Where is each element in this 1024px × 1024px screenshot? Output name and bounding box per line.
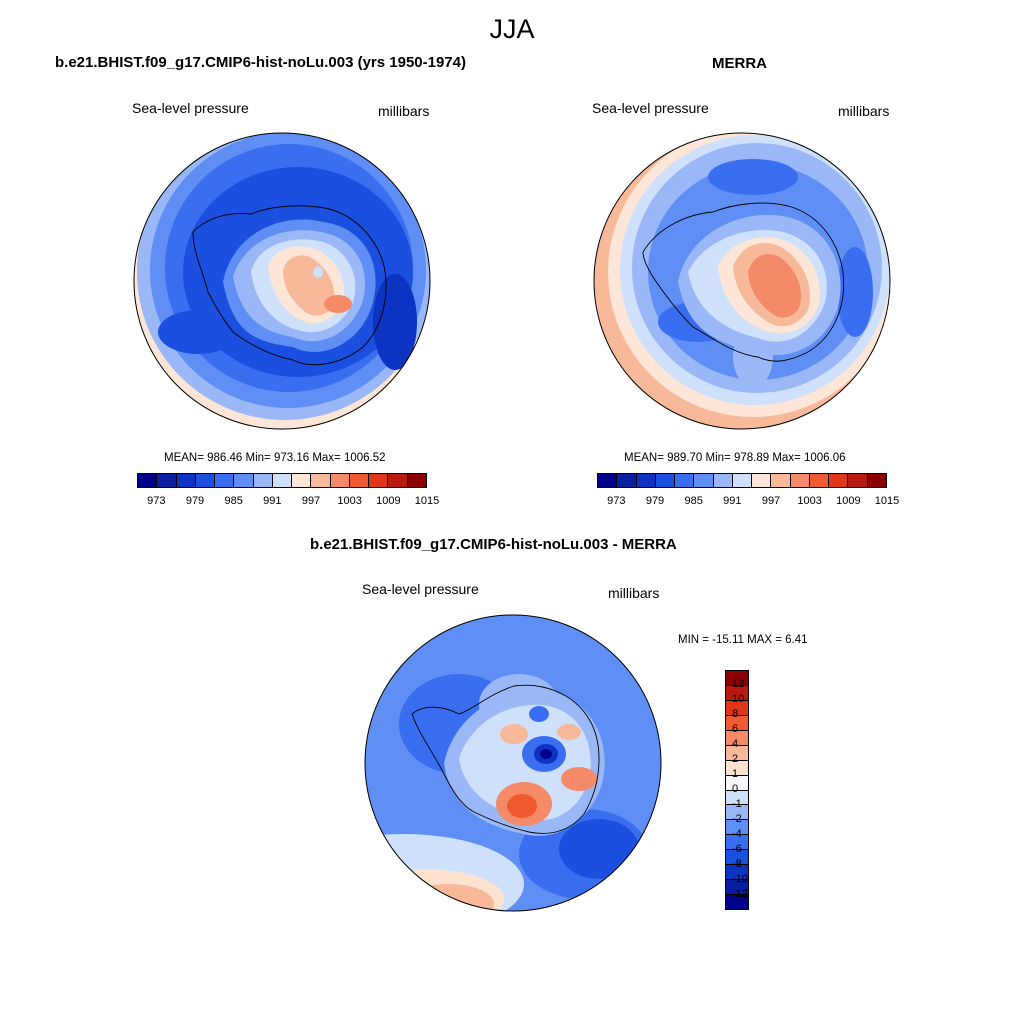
colorbar-tick-label: 991: [263, 495, 282, 507]
colorbar-segment: [726, 820, 748, 836]
colorbar-tick-label: -1: [732, 798, 742, 810]
colorbar-tick-label: 991: [723, 495, 742, 507]
colorbar-segment: [726, 745, 748, 761]
panel1-stats: MEAN= 986.46 Min= 973.16 Max= 1006.52: [164, 452, 386, 464]
colorbar-tick-label: 979: [645, 495, 665, 507]
colorbar-segment: [598, 474, 618, 487]
panel2-title: MERRA: [712, 55, 767, 72]
colorbar-tick-label: 1015: [874, 495, 900, 507]
colorbar-tick-label: -10: [732, 873, 748, 885]
colorbar-segment: [732, 474, 753, 487]
colorbar-segment: [349, 474, 370, 487]
colorbar-segment: [655, 474, 676, 487]
colorbar-tick-label: 997: [301, 495, 321, 507]
panel2-variable-label: Sea-level pressure: [592, 100, 709, 116]
colorbar-segment: [330, 474, 350, 487]
colorbar-segment: [726, 865, 748, 881]
colorbar-segment: [157, 474, 177, 487]
panel3-colorbar: [725, 670, 749, 910]
colorbar-segment: [726, 730, 748, 746]
colorbar-segment: [726, 880, 748, 896]
colorbar-segment: [829, 474, 849, 487]
panel3-stats: MIN = -15.11 MAX = 6.41: [678, 634, 808, 646]
panel3-variable-label: Sea-level pressure: [362, 581, 479, 597]
colorbar-segment: [713, 474, 733, 487]
panel2-polar-map: [593, 132, 891, 430]
panel3-polar-map: [364, 614, 662, 912]
colorbar-segment: [726, 895, 748, 909]
colorbar-segment: [771, 474, 791, 487]
colorbar-segment: [292, 474, 312, 487]
colorbar-tick-label: 12: [732, 678, 745, 690]
colorbar-tick-label: -2: [732, 813, 742, 825]
colorbar-segment: [636, 474, 656, 487]
colorbar-segment: [726, 685, 748, 701]
colorbar-tick-label: 973: [607, 495, 626, 507]
colorbar-tick-label: 1: [732, 768, 739, 780]
panel2-units-label: millibars: [838, 103, 890, 119]
colorbar-tick-label: 985: [684, 495, 703, 507]
colorbar-tick-label: -12: [732, 888, 748, 900]
colorbar-segment: [752, 474, 772, 487]
season-title: JJA: [489, 14, 535, 44]
colorbar-segment: [848, 474, 868, 487]
colorbar-tick-label: -6: [732, 843, 742, 855]
colorbar-segment: [726, 775, 748, 791]
colorbar-tick-label: 2: [732, 753, 739, 765]
colorbar-segment: [675, 474, 695, 487]
panel1-variable-label: Sea-level pressure: [132, 100, 249, 116]
colorbar-tick-label: 973: [147, 495, 166, 507]
panel1-colorbar: [137, 473, 427, 488]
panel2-colorbar: [597, 473, 887, 488]
colorbar-tick-label: 1015: [414, 495, 440, 507]
panel3-title: b.e21.BHIST.f09_g17.CMIP6-hist-noLu.003 …: [310, 536, 677, 553]
colorbar-segment: [726, 700, 748, 716]
colorbar-segment: [726, 790, 748, 806]
colorbar-tick-label: 0: [732, 783, 739, 795]
panel3-units-label: millibars: [608, 585, 660, 601]
colorbar-tick-label: -8: [732, 858, 742, 870]
colorbar-segment: [253, 474, 273, 487]
colorbar-segment: [215, 474, 235, 487]
colorbar-segment: [809, 474, 830, 487]
colorbar-segment: [726, 671, 748, 686]
colorbar-tick-label: 1003: [797, 495, 822, 507]
colorbar-segment: [726, 715, 748, 731]
colorbar-tick-label: 997: [761, 495, 781, 507]
colorbar-tick-label: 979: [185, 495, 205, 507]
colorbar-segment: [176, 474, 196, 487]
colorbar-segment: [369, 474, 389, 487]
colorbar-tick-label: 1009: [836, 495, 861, 507]
colorbar-segment: [726, 835, 748, 851]
colorbar-segment: [694, 474, 714, 487]
colorbar-segment: [388, 474, 408, 487]
colorbar-tick-label: 8: [732, 708, 739, 720]
panel1-title: b.e21.BHIST.f09_g17.CMIP6-hist-noLu.003 …: [55, 54, 466, 71]
colorbar-tick-label: 6: [732, 723, 739, 735]
colorbar-segment: [790, 474, 810, 487]
colorbar-segment: [726, 805, 748, 821]
panel1-polar-map: [133, 132, 431, 430]
colorbar-segment: [617, 474, 637, 487]
colorbar-segment: [726, 760, 748, 776]
colorbar-segment: [138, 474, 158, 487]
panel2-stats: MEAN= 989.70 Min= 978.89 Max= 1006.06: [624, 452, 846, 464]
colorbar-segment: [234, 474, 254, 487]
colorbar-tick-label: 1003: [337, 495, 362, 507]
colorbar-tick-label: -4: [732, 828, 742, 840]
panel1-units-label: millibars: [378, 103, 430, 119]
colorbar-segment: [272, 474, 293, 487]
colorbar-tick-label: 4: [732, 738, 739, 750]
colorbar-tick-label: 985: [224, 495, 243, 507]
colorbar-tick-label: 10: [732, 693, 745, 705]
colorbar-segment: [407, 474, 426, 487]
colorbar-segment: [867, 474, 886, 487]
colorbar-segment: [726, 850, 748, 866]
colorbar-segment: [311, 474, 331, 487]
colorbar-tick-label: 1009: [376, 495, 401, 507]
colorbar-segment: [195, 474, 216, 487]
